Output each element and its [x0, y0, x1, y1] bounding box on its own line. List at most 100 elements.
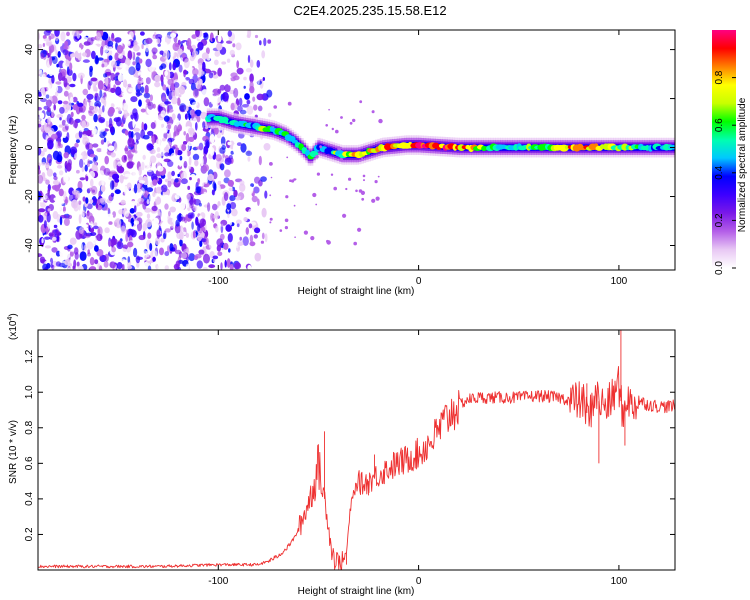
spectrogram-noise-blob [224, 84, 231, 93]
spectrogram-noise-blob [47, 139, 54, 150]
spectrogram-noise-blob [63, 218, 70, 226]
spectrogram-noise-blob [194, 159, 199, 167]
spectrogram-noise-blob [256, 60, 261, 68]
spectrogram-noise-blob [261, 50, 266, 59]
spectrogram-noise-blob [231, 208, 238, 217]
spectrogram-noise-blob [109, 180, 115, 191]
spectrogram-noise-blob [212, 255, 219, 260]
spectrogram-noise-blob [97, 220, 102, 228]
spectrogram-noise-blob [108, 176, 113, 181]
spectrogram-noise-blob [137, 81, 142, 89]
spectrogram-noise-blob [134, 150, 138, 154]
spectrogram-noise-blob [160, 237, 165, 243]
spectrogram-noise-blob [96, 64, 100, 73]
spectrogram-noise-blob [41, 73, 46, 79]
spectrogram-noise-blob [113, 117, 121, 123]
spectrogram-noise-blob [224, 157, 232, 165]
spectrogram-noise-blob [252, 96, 256, 102]
spectrogram-noise-blob [70, 128, 75, 133]
spectrogram-noise-blob [235, 42, 242, 51]
spectrogram-speck [363, 179, 365, 182]
spectrogram-speck [355, 189, 358, 193]
spectrogram-noise-blob [82, 133, 87, 140]
spectrogram-noise-blob [217, 88, 222, 94]
spectrogram-noise-blob [127, 176, 134, 184]
spectrogram-noise-blob [236, 67, 244, 75]
spectrogram-noise-blob [116, 241, 124, 250]
spectrogram-noise-blob [171, 96, 178, 105]
spectrogram-noise-blob [41, 238, 44, 244]
spectrogram-noise-blob [114, 150, 122, 161]
spectrogram-noise-blob [184, 113, 188, 120]
spectrogram-noise-blob [144, 84, 149, 94]
spectrogram-noise-blob [199, 240, 203, 247]
spectrogram-noise-blob [79, 128, 85, 132]
spectrogram-noise-blob [169, 243, 174, 252]
spectrogram-noise-blob [81, 166, 85, 173]
spectrogram-noise-blob [111, 246, 117, 253]
spectrogram-noise-blob [145, 37, 153, 45]
spectrogram-noise-blob [105, 120, 109, 128]
spectrogram-noise-blob [249, 85, 255, 94]
spectrogram-noise-blob [102, 105, 105, 113]
spectrogram-noise-blob [162, 137, 166, 142]
spectrogram-noise-blob [186, 193, 191, 202]
spectrogram-noise-blob [66, 31, 70, 37]
spectrogram-speck [269, 162, 273, 166]
spectrogram-noise-blob [249, 234, 254, 243]
spectrogram-noise-blob [44, 122, 47, 131]
spectrogram-noise-blob [122, 244, 128, 250]
spectrogram-noise-blob [227, 30, 232, 37]
spectrogram-noise-blob [111, 38, 115, 42]
spectrogram-noise-blob [226, 58, 231, 63]
spectrogram-noise-blob [92, 222, 99, 226]
spectrogram-noise-blob [70, 53, 77, 58]
spectrogram-noise-blob [226, 203, 232, 210]
spectrogram-noise-blob [245, 68, 252, 73]
spectrogram-noise-blob [202, 61, 206, 72]
spectrogram-noise-blob [56, 114, 63, 119]
spectrogram-noise-blob [179, 103, 187, 112]
spectrogram-noise-blob [145, 156, 151, 161]
spectrogram-noise-blob [38, 146, 42, 156]
spectrogram-noise-blob [127, 137, 135, 148]
spectrogram-noise-blob [137, 72, 143, 76]
spectrogram-noise-blob [38, 65, 42, 75]
spectrogram-speck [337, 146, 342, 151]
spectrogram-noise-blob [81, 114, 86, 121]
spectrogram-noise-blob [226, 258, 231, 268]
spectrogram-noise-blob [51, 109, 54, 118]
spectrogram-noise-blob [150, 86, 156, 96]
spectrogram-noise-blob [224, 259, 227, 268]
spectrogram-noise-blob [145, 165, 154, 173]
spectrogram-noise-blob [45, 99, 53, 108]
spectrogram-noise-blob [227, 77, 231, 86]
spectrogram-noise-blob [127, 83, 132, 88]
spectrogram-noise-blob [144, 44, 150, 53]
spectrogram-noise-blob [110, 60, 117, 68]
spectrogram-noise-blob [53, 68, 56, 74]
spectrogram-speck [287, 101, 292, 106]
spectrogram-y-tick-label: 20 [24, 93, 35, 105]
spectrogram-noise-blob [190, 82, 197, 91]
spectrogram-speck [315, 203, 318, 206]
spectrogram-noise-blob [179, 155, 183, 161]
spectrogram-noise-blob [67, 159, 72, 167]
spectrogram-frame [37, 29, 676, 271]
spectrogram-noise-blob [90, 185, 98, 195]
spectrogram-noise-blob [167, 124, 171, 130]
spectrogram-speck [342, 213, 347, 218]
spectrogram-noise-blob [125, 93, 131, 98]
spectrogram-noise-blob [230, 72, 238, 78]
spectrogram-noise-blob [164, 70, 169, 77]
spectrogram-noise-blob [230, 102, 235, 111]
spectrogram-noise-blob [132, 169, 140, 178]
spectrogram-noise-blob [96, 32, 102, 42]
spectrogram-noise-blob [74, 152, 81, 160]
spectrogram-noise-blob [44, 236, 51, 240]
spectrogram-noise-blob [177, 173, 180, 178]
spectrogram-noise-blob [67, 101, 72, 110]
spectrogram-noise-blob [183, 70, 186, 78]
spectrogram-noise-blob [53, 224, 58, 229]
spectrogram-noise-blob [198, 202, 202, 207]
